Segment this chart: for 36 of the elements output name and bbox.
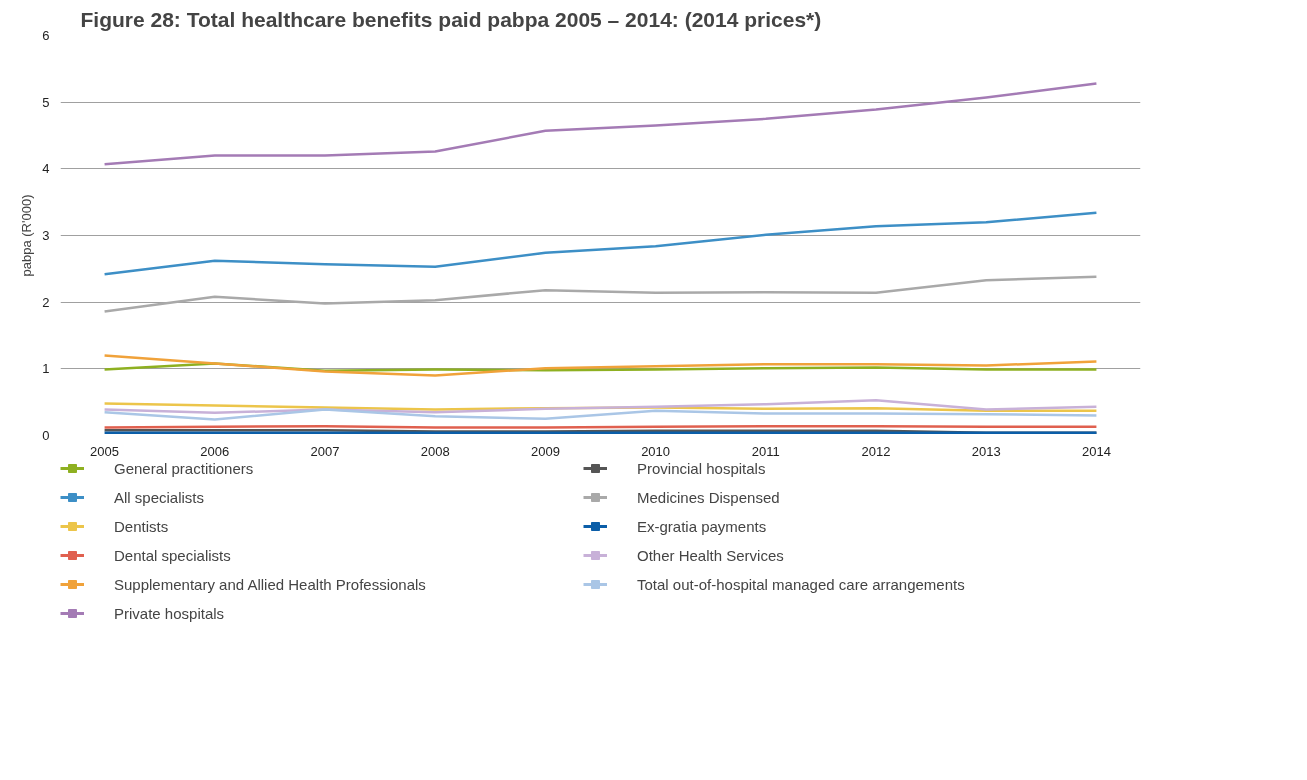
legend-label: Ex-gratia payments — [637, 517, 768, 535]
y-tick-label: 6 — [42, 28, 50, 43]
legend-label: General practitioners — [114, 459, 255, 477]
line-series — [103, 275, 1098, 313]
legend-label: Provincial hospitals — [637, 459, 767, 477]
x-tick-label: 2010 — [641, 443, 671, 459]
y-tick-label: 1 — [42, 361, 50, 377]
x-tick-label: 2007 — [310, 443, 340, 459]
legend-label: Supplementary and Allied Health Professionals — [114, 575, 427, 593]
x-tick-label: 2013 — [971, 443, 1001, 459]
line-series — [103, 211, 1098, 276]
y-tick-label: 5 — [42, 94, 50, 110]
line-series — [103, 398, 1098, 415]
y-tick-label: 0 — [42, 428, 50, 443]
x-tick-label: 2006 — [200, 443, 230, 459]
chart-title: Figure 28: Total healthcare benefits paid pabpa 2005 – 2014: (2014 prices*) — [80, 7, 822, 31]
x-tick-label: 2008 — [420, 443, 450, 459]
y-axis-title: pabpa (R'000) — [19, 194, 35, 277]
y-tick-label: 3 — [42, 228, 50, 243]
x-tick-label: 2005 — [90, 443, 120, 459]
legend-label: Dental specialists — [114, 546, 232, 564]
line-series — [103, 354, 1098, 377]
x-tick-label: 2011 — [751, 443, 780, 459]
x-tick-label: 2009 — [530, 443, 560, 459]
legend-label: Other Health Services — [637, 546, 785, 564]
legend-label: All specialists — [114, 488, 206, 506]
line-series — [103, 408, 1098, 421]
legend-label: Private hospitals — [114, 604, 226, 622]
y-tick-label: 4 — [42, 161, 50, 177]
legend-label: Total out-of-hospital managed care arrangements — [637, 575, 966, 593]
x-tick-label: 2014 — [1081, 443, 1111, 459]
line-series — [103, 82, 1098, 166]
legend-label: Medicines Dispensed — [637, 488, 781, 506]
legend-label: Dentists — [114, 517, 170, 535]
x-tick-label: 2012 — [861, 443, 891, 459]
y-tick-label: 2 — [42, 294, 50, 310]
